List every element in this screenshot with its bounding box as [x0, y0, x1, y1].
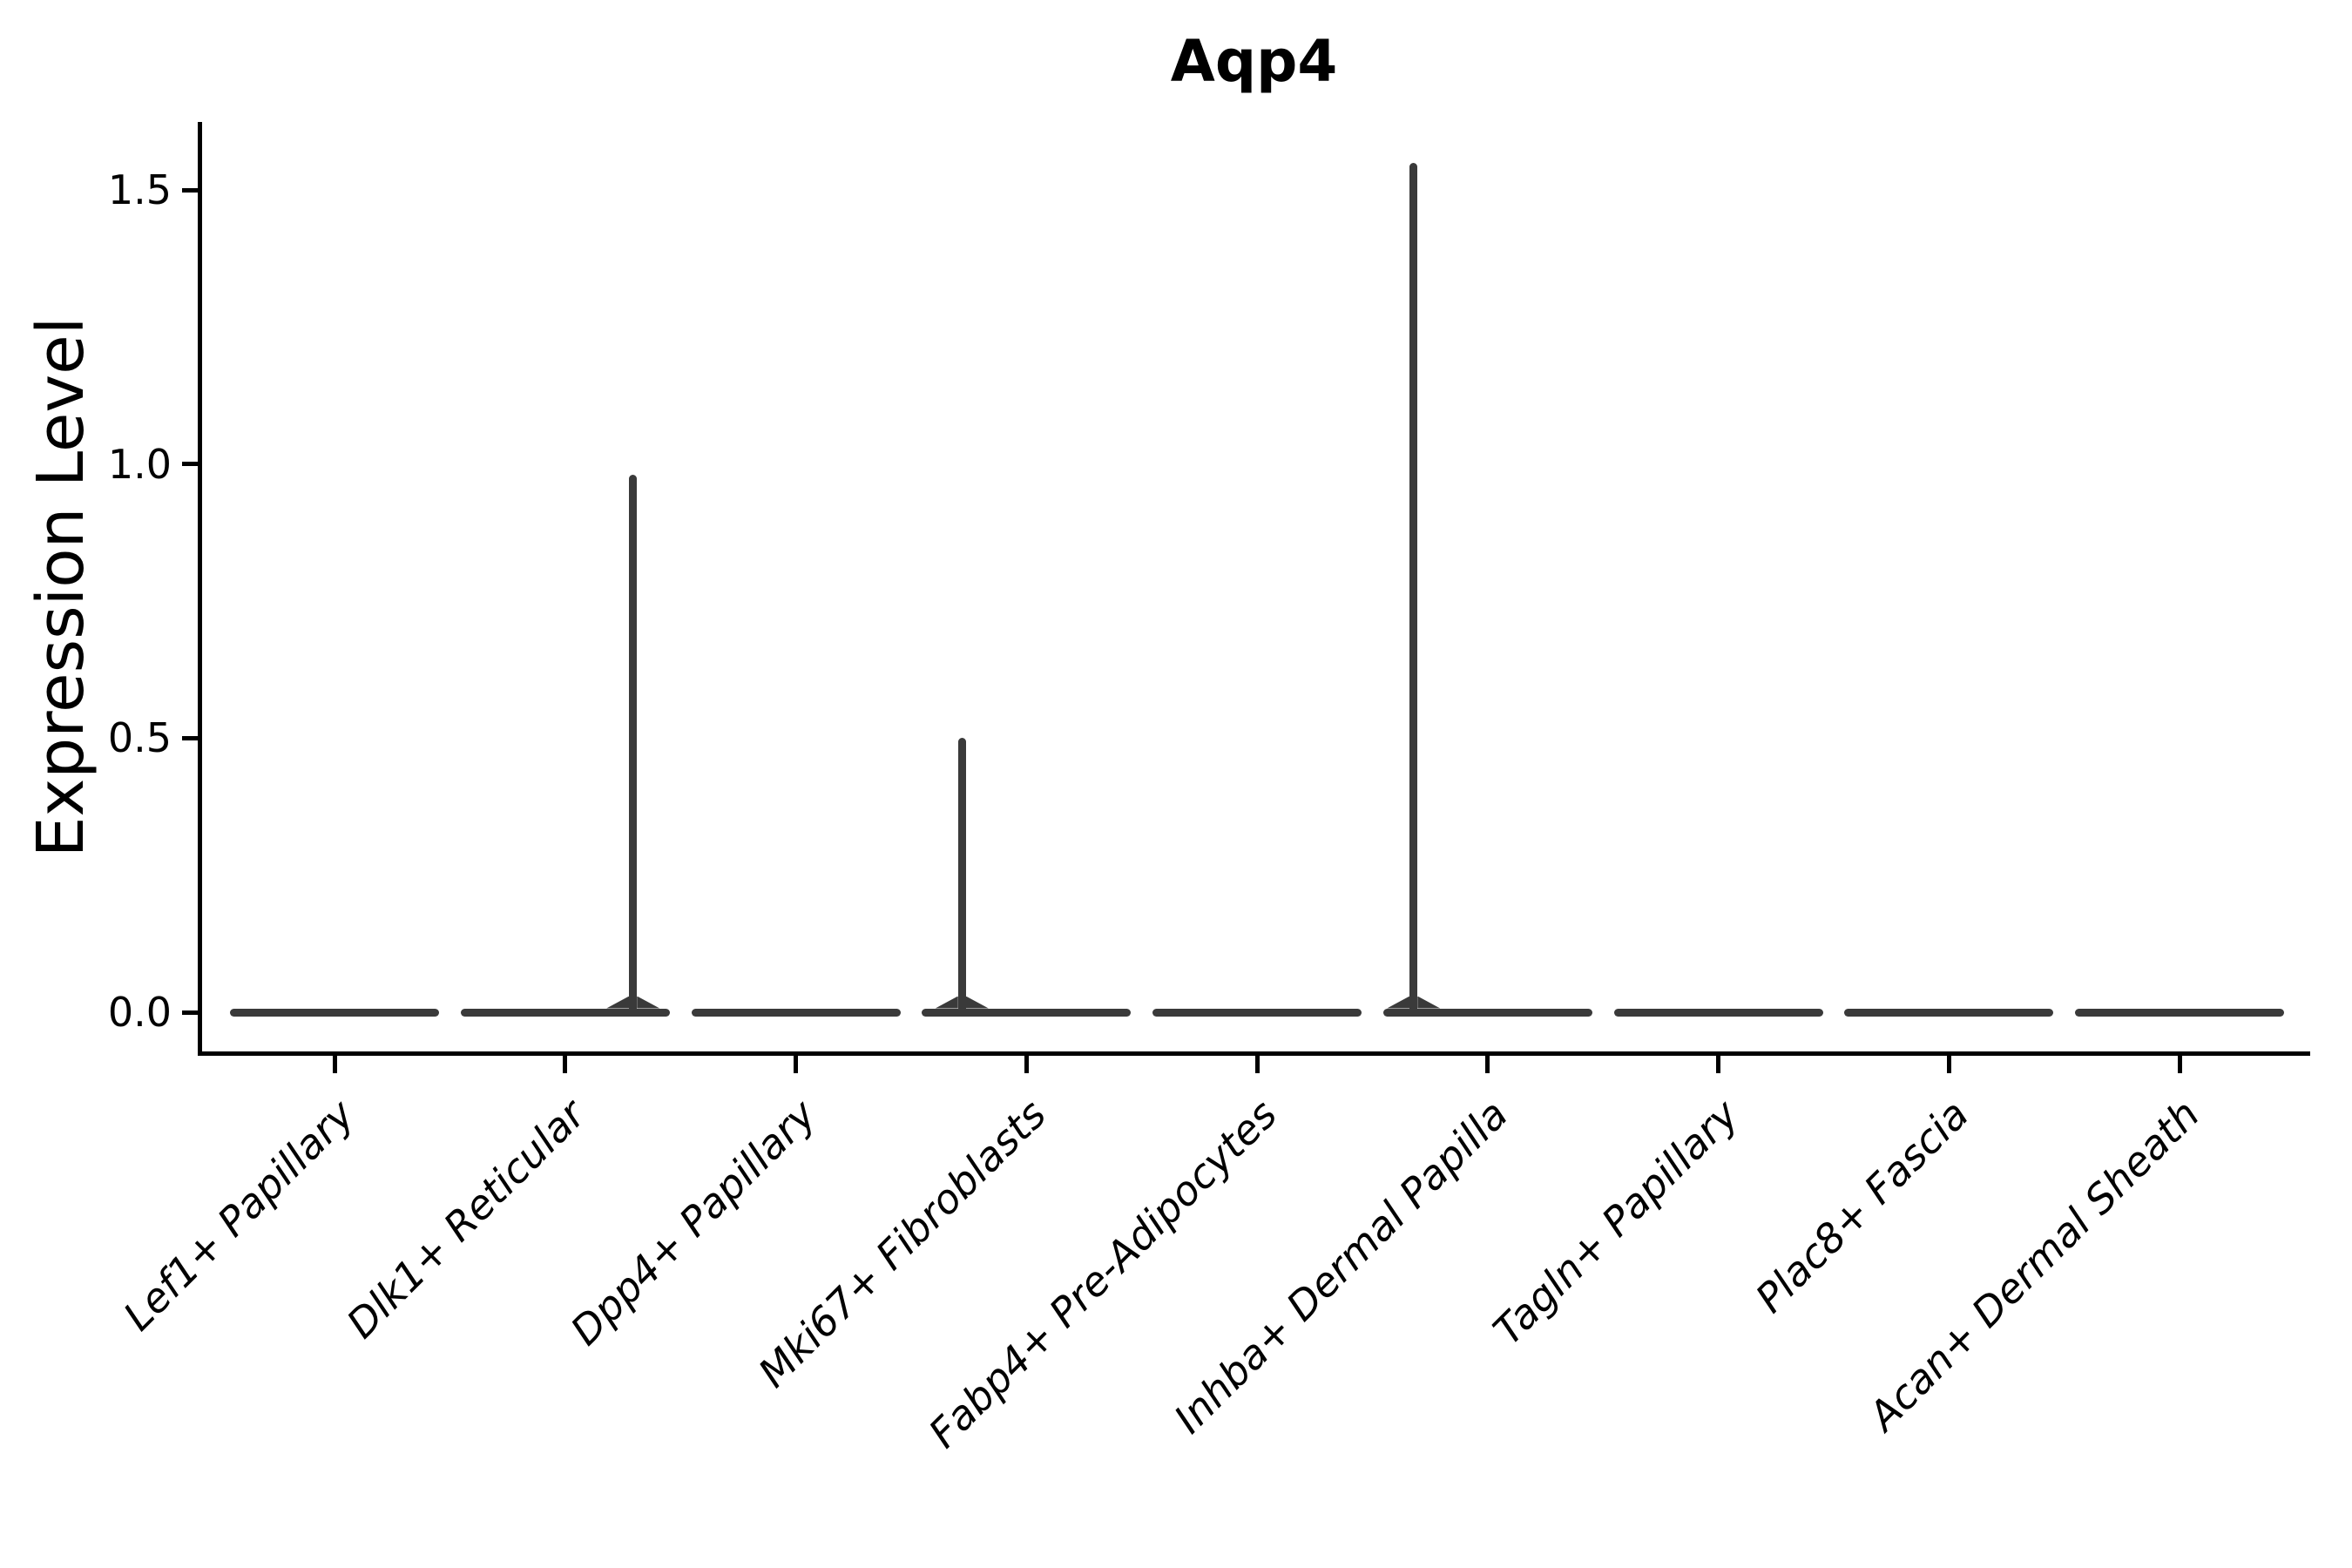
x-tick	[2177, 1056, 2182, 1073]
x-tick	[1024, 1056, 1029, 1073]
y-tick-label: 1.5	[107, 166, 172, 214]
violin-spike	[629, 475, 638, 1012]
x-tick-label: Plac8+ Fascia	[1746, 1090, 1978, 1322]
x-tick-label: Dpp4+ Papillary	[560, 1090, 825, 1355]
violin-spike-flare	[965, 996, 989, 1009]
x-tick	[1946, 1056, 1951, 1073]
violin-spike-flare	[606, 996, 630, 1009]
violin-spike-flare	[935, 996, 958, 1009]
violin-spike	[957, 738, 966, 1012]
x-tick-label: Mki67+ Fibroblasts	[749, 1090, 1056, 1396]
violin-spike-flare	[1417, 996, 1441, 1009]
x-tick-label: Fabp4+ Pre-Adipocytes	[919, 1090, 1287, 1457]
violin-spike	[1409, 162, 1418, 1012]
violin-baseline	[1152, 1008, 1362, 1017]
x-tick	[563, 1056, 568, 1073]
y-axis-spine	[198, 122, 202, 1056]
violin-baseline	[230, 1008, 439, 1017]
violin-baseline	[922, 1008, 1132, 1017]
violin-spike-flare	[637, 996, 660, 1009]
x-axis-spine	[198, 1051, 2310, 1056]
violin-baseline	[460, 1008, 670, 1017]
plot-title: Aqp4	[1170, 28, 1338, 95]
violin-spike-flare	[1387, 996, 1410, 1009]
y-tick	[182, 1010, 198, 1015]
violin-baseline	[1844, 1008, 2054, 1017]
x-tick	[794, 1056, 798, 1073]
y-axis-label: Expression Level	[24, 316, 98, 858]
x-tick	[1485, 1056, 1490, 1073]
y-tick-label: 0.0	[107, 989, 172, 1036]
y-tick	[182, 187, 198, 193]
y-tick	[182, 462, 198, 467]
x-tick-label: Tagln+ Papillary	[1484, 1090, 1747, 1355]
violin-baseline	[1613, 1008, 1823, 1017]
y-tick	[182, 735, 198, 740]
x-tick-label: Dlk1+ Reticular	[337, 1090, 594, 1348]
violin-baseline	[691, 1008, 901, 1017]
x-tick	[1716, 1056, 1720, 1073]
y-tick-label: 0.5	[107, 714, 172, 762]
x-tick-label: Inhba+ Dermal Papilla	[1164, 1090, 1517, 1443]
y-tick-label: 1.0	[107, 440, 172, 488]
x-tick	[1254, 1056, 1260, 1073]
x-tick	[332, 1056, 337, 1073]
violin-baseline	[2075, 1008, 2284, 1017]
violin-baseline	[1382, 1008, 1592, 1017]
x-tick-label: Acan+ Dermal Sheath	[1859, 1090, 2209, 1440]
